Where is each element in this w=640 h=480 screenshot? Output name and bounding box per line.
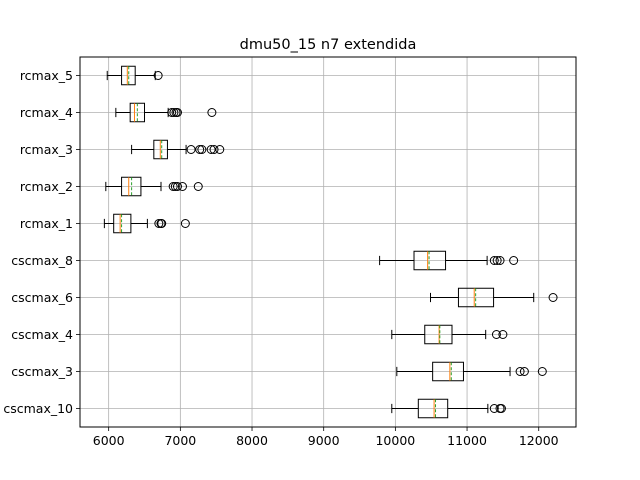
y-tick-label: cscmax_6	[11, 290, 73, 305]
iqr-box	[432, 361, 464, 382]
iqr-box	[424, 324, 453, 345]
flier-point	[519, 367, 529, 376]
flier-point	[172, 108, 182, 117]
flier-point	[186, 145, 196, 154]
flier-point	[498, 330, 508, 339]
y-tick-label: cscmax_8	[11, 253, 73, 268]
flier-point	[180, 219, 190, 228]
flier-point	[167, 108, 177, 117]
flier-point	[207, 108, 217, 117]
flier-point	[154, 219, 164, 228]
flier-point	[495, 256, 505, 265]
flier-point	[491, 330, 501, 339]
y-tick-label: cscmax_4	[11, 327, 73, 342]
grid-layer	[80, 57, 576, 427]
x-tick-label: 6000	[93, 433, 125, 448]
x-tick-label: 12000	[519, 433, 559, 448]
flier-point	[195, 145, 205, 154]
flier-point	[215, 145, 225, 154]
flier-point	[172, 182, 182, 191]
box-layer	[103, 65, 558, 419]
flier-point	[169, 108, 179, 117]
y-tick-label: rcmax_3	[20, 142, 73, 157]
flier-point	[492, 256, 502, 265]
y-tick-label: rcmax_2	[20, 179, 73, 194]
axis-layer: 6000 7000 8000 9000 10000 11000 12000 cscmax_10…	[3, 68, 558, 448]
y-tick-label: rcmax_5	[20, 68, 73, 83]
flier-point	[206, 145, 216, 154]
flier-point	[209, 145, 219, 154]
y-tick-label: cscmax_10	[3, 401, 73, 416]
x-tick-label: 10000	[375, 433, 415, 448]
x-tick-label: 11000	[447, 433, 487, 448]
plot-area-frame	[79, 56, 577, 428]
y-tick-label: rcmax_4	[20, 105, 73, 120]
x-tick-label: 7000	[164, 433, 196, 448]
flier-point	[153, 71, 163, 80]
flier-point	[170, 182, 180, 191]
flier-point	[548, 293, 558, 302]
flier-point	[515, 367, 525, 376]
y-tick-label: rcmax_1	[20, 216, 73, 231]
flier-point	[496, 404, 506, 413]
flier-point	[168, 182, 178, 191]
y-tick-label: cscmax_3	[11, 364, 73, 379]
flier-point	[157, 219, 167, 228]
flier-point	[537, 367, 547, 376]
flier-point	[197, 145, 207, 154]
iqr-box	[413, 250, 447, 271]
x-tick-label: 8000	[236, 433, 268, 448]
flier-point	[489, 404, 499, 413]
iqr-box	[113, 213, 132, 234]
flier-point	[193, 182, 203, 191]
flier-point	[177, 182, 187, 191]
iqr-box	[417, 398, 449, 419]
flier-point	[489, 256, 499, 265]
flier-point	[509, 256, 519, 265]
chart-title: dmu50_15 n7 extendida	[240, 37, 417, 53]
x-tick-label: 9000	[308, 433, 340, 448]
